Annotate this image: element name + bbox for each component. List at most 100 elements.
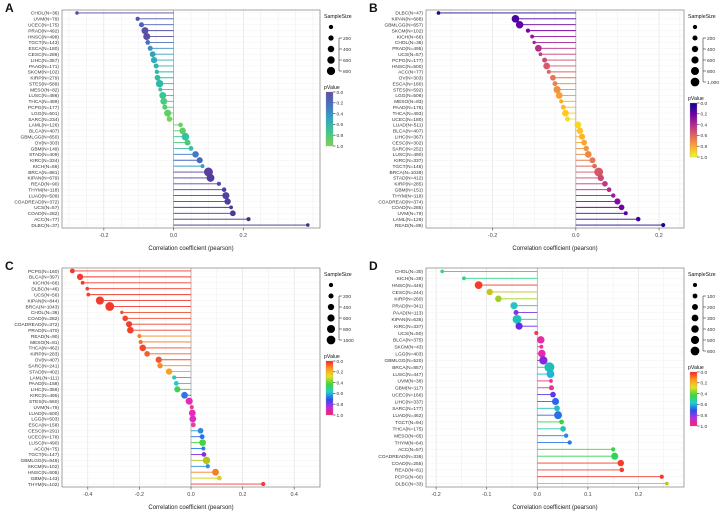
data-point: [486, 288, 493, 296]
data-point: [544, 362, 555, 373]
data-point: [592, 163, 597, 169]
row-label: COAD(N=255): [392, 461, 424, 467]
legend-size-label: 1000: [343, 338, 354, 344]
row-label: COADREAD(N=336): [378, 454, 423, 460]
legend-size-dot: [692, 35, 698, 41]
data-point: [222, 192, 230, 200]
row-label: THCA(N=175): [392, 427, 423, 433]
data-point: [179, 127, 186, 135]
data-point: [143, 33, 151, 41]
row-label: CHOL(N=36): [31, 11, 60, 17]
data-point: [181, 391, 188, 399]
row-label: BLCA(N=397): [29, 275, 59, 281]
data-point: [553, 85, 561, 94]
x-axis-title: Correlation coefficient (pearson): [512, 505, 597, 511]
data-point: [205, 464, 210, 469]
data-point: [661, 222, 666, 228]
row-label: GBM(N=149): [31, 146, 60, 152]
legend-size-label: 100: [707, 294, 715, 300]
data-point: [623, 211, 628, 216]
data-point: [462, 276, 466, 281]
data-point: [201, 452, 207, 457]
row-label: PRAD(N=492): [28, 28, 59, 34]
row-label: GBM(N=151): [395, 188, 424, 194]
data-point: [563, 433, 569, 438]
row-label: PCPG(N=60): [395, 475, 424, 481]
legend-size-label: 400: [343, 305, 351, 311]
axis-tick-label: 0.0: [187, 492, 195, 498]
pvalue-tick-label: 0.6: [701, 402, 708, 408]
row-label: PAAD(N=171): [29, 64, 60, 70]
row-label: LUSC(N=490): [393, 152, 424, 158]
row-label: UVM(N=79): [34, 17, 60, 23]
data-point: [85, 286, 90, 291]
data-point: [173, 381, 179, 386]
data-point: [583, 145, 589, 152]
data-point: [141, 27, 149, 35]
row-label: STAD(N=402): [29, 369, 59, 375]
data-point: [86, 292, 91, 297]
data-point: [549, 378, 553, 383]
data-point: [578, 133, 586, 140]
legend-size-dot: [326, 66, 336, 76]
data-point: [164, 109, 172, 117]
legend-size-label: 400: [707, 327, 715, 333]
pvalue-tick-label: 0.2: [701, 381, 708, 387]
row-label: LUSC(N=447): [393, 372, 424, 378]
legend-size-dot: [690, 335, 700, 345]
data-point: [246, 217, 251, 222]
row-label: KIPAN(N=688): [391, 17, 423, 23]
data-point: [202, 456, 211, 465]
data-point: [618, 204, 625, 211]
data-point: [229, 210, 236, 217]
axis-tick-label: -0.2: [488, 233, 497, 239]
data-point: [199, 434, 205, 440]
pvalue-tick-label: 0.2: [701, 112, 708, 118]
row-label: KIRP(N=260): [394, 297, 423, 303]
row-label: LUSC(N=490): [29, 440, 60, 446]
data-point: [495, 295, 502, 303]
data-point: [135, 16, 140, 21]
row-label: KIRC(N=337): [394, 324, 423, 330]
row-label: OV(N=407): [35, 358, 60, 364]
pvalue-tick-label: 0.4: [701, 391, 708, 397]
data-point: [559, 419, 564, 425]
data-point: [217, 475, 222, 481]
row-label: SKCM(N=102): [28, 464, 60, 470]
panel-d-letter: D: [369, 259, 378, 273]
data-point: [510, 302, 518, 310]
data-point: [611, 452, 619, 460]
row-label: CHOL(N=36): [395, 40, 424, 46]
pvalue-tick-label: 0.8: [701, 144, 708, 150]
data-point: [594, 167, 604, 177]
axis-tick-label: 0.0: [170, 233, 178, 239]
data-point: [137, 333, 142, 339]
pvalue-tick-label: 0.6: [337, 122, 344, 128]
row-label: KIPAN(N=679): [27, 176, 59, 182]
row-label: COAD(N=282): [28, 211, 60, 217]
legend-size-title: SampleSize: [688, 14, 716, 20]
panel-c-letter: C: [5, 259, 14, 273]
legend-size-dot: [690, 77, 700, 87]
row-label: PAAD(N=158): [29, 381, 60, 387]
legend-pvalue-title: pValue: [688, 365, 704, 371]
row-label: GBMLGG(N=520): [384, 358, 423, 364]
data-point: [602, 180, 608, 187]
legend-size-label: 300: [707, 316, 715, 322]
data-point: [162, 104, 168, 110]
pvalue-tick-label: 0.0: [701, 370, 708, 376]
data-point: [144, 350, 150, 357]
data-point: [306, 223, 310, 227]
data-point: [574, 121, 582, 129]
data-point: [534, 330, 539, 336]
row-label: BLCA(N=407): [29, 129, 59, 135]
data-point: [562, 109, 569, 117]
row-label: COADREAD(N=374): [378, 199, 423, 205]
panel-a: A CHOL(N=36) UVM(N=79) UCEC(N=175) PRAD(N=4…: [0, 0, 364, 258]
x-axis-title: Correlation coefficient (pearson): [148, 246, 233, 252]
x-axis-title: Correlation coefficient (pearson): [148, 505, 233, 511]
row-label: PAAD(N=113): [393, 310, 423, 316]
row-label: KIRC(N=337): [394, 158, 423, 164]
data-point: [617, 459, 624, 467]
data-point: [188, 146, 194, 151]
